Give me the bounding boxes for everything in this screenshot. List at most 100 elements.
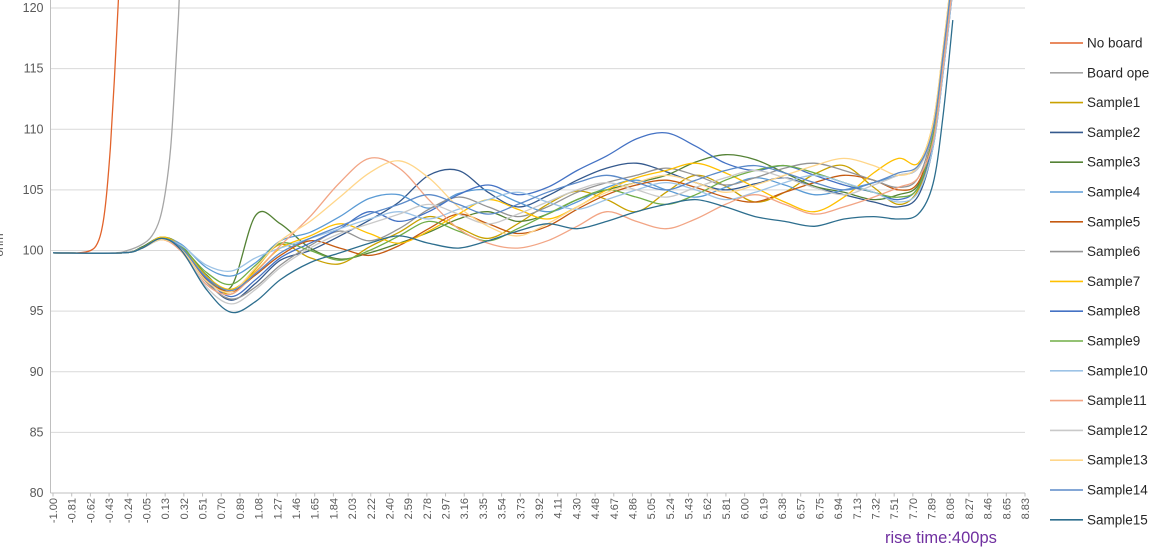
x-tick-label: 7.89 [927, 498, 939, 519]
y-tick-label: 105 [23, 183, 44, 197]
x-tick-label: 7.51 [889, 498, 901, 519]
legend-item-sample2[interactable]: Sample2 [1050, 125, 1140, 140]
legend-label: No board [1087, 36, 1143, 51]
legend-item-sample10[interactable]: Sample10 [1050, 363, 1148, 378]
x-tick-label: -0.05 [141, 498, 153, 523]
x-tick-label: 1.08 [254, 498, 266, 519]
x-tick-label: 6.57 [796, 498, 808, 519]
legend-label: Sample15 [1087, 512, 1148, 527]
y-axis-title: ohm [0, 233, 6, 256]
x-tick-label: 0.89 [235, 498, 247, 519]
x-tick-label: 7.32 [870, 498, 882, 519]
y-tick-label: 85 [30, 425, 44, 439]
series-line-sample15[interactable] [52, 20, 954, 314]
x-tick-label: 1.65 [310, 498, 322, 519]
x-tick-label: 5.43 [684, 498, 696, 519]
y-tick-label: 80 [30, 486, 44, 500]
x-tick-label: 5.81 [721, 498, 733, 519]
x-tick-label: 0.70 [216, 498, 228, 519]
series-line-sample5[interactable] [52, 0, 953, 293]
legend-label: Sample6 [1087, 244, 1140, 259]
legend-item-sample5[interactable]: Sample5 [1050, 214, 1140, 229]
legend-label: Sample1 [1087, 95, 1140, 110]
x-tick-label: 2.78 [422, 498, 434, 519]
x-tick-label: 1.84 [328, 498, 340, 519]
series-line-no-board[interactable] [52, 0, 122, 254]
x-tick-label: 1.46 [291, 498, 303, 519]
x-tick-label: 3.35 [478, 498, 490, 519]
x-tick-label: 6.00 [740, 498, 752, 519]
series-line-sample11[interactable] [52, 0, 953, 296]
legend-item-sample4[interactable]: Sample4 [1050, 185, 1141, 200]
legend-item-sample13[interactable]: Sample13 [1050, 453, 1148, 468]
legend-item-sample6[interactable]: Sample6 [1050, 244, 1140, 259]
x-tick-label: 8.83 [1020, 498, 1032, 519]
series-line-sample10[interactable] [52, 0, 953, 273]
x-tick-label: 6.75 [814, 498, 826, 519]
x-tick-label: 3.73 [515, 498, 527, 519]
legend-label: Sample9 [1087, 334, 1140, 349]
legend-item-sample7[interactable]: Sample7 [1050, 274, 1140, 289]
legend-label: Sample14 [1087, 483, 1148, 498]
x-tick-label: 2.59 [403, 498, 415, 519]
rise-time-annotation: rise time:400ps [885, 529, 997, 547]
series-line-sample14[interactable] [52, 0, 953, 292]
series-line-sample9[interactable] [52, 0, 953, 286]
y-tick-label: 115 [24, 62, 44, 76]
y-tick-label: 100 [23, 244, 44, 258]
legend-label: Sample4 [1087, 185, 1141, 200]
x-tick-label: 3.54 [497, 498, 509, 519]
x-tick-label: -0.43 [104, 498, 116, 523]
legend-item-board-ope[interactable]: Board ope [1050, 65, 1149, 80]
legend-item-sample12[interactable]: Sample12 [1050, 423, 1148, 438]
x-tick-label: 7.70 [908, 498, 920, 519]
x-tick-label: 1.27 [272, 498, 284, 519]
legend-item-sample3[interactable]: Sample3 [1050, 155, 1140, 170]
x-tick-label: 8.27 [964, 498, 976, 519]
series-line-sample7[interactable] [52, 0, 953, 290]
legend-label: Sample11 [1087, 393, 1147, 408]
x-tick-label: -0.24 [123, 498, 135, 523]
x-tick-label: -1.00 [48, 498, 60, 523]
x-tick-label: 5.05 [646, 498, 658, 519]
x-tick-label: -0.62 [85, 498, 97, 523]
legend-item-sample14[interactable]: Sample14 [1050, 483, 1148, 498]
series-line-sample13[interactable] [52, 0, 953, 293]
legend-label: Sample13 [1087, 453, 1148, 468]
x-tick-label: 4.11 [553, 498, 565, 519]
series-line-sample12[interactable] [52, 0, 953, 305]
x-tick-label: 2.22 [366, 498, 378, 519]
x-tick-label: 3.92 [534, 498, 546, 519]
x-tick-label: 6.38 [777, 498, 789, 519]
legend-label: Sample2 [1087, 125, 1140, 140]
x-tick-label: 6.19 [758, 498, 770, 519]
legend-item-no-board[interactable]: No board [1050, 36, 1143, 51]
legend-item-sample9[interactable]: Sample9 [1050, 334, 1140, 349]
legend-label: Sample10 [1087, 363, 1148, 378]
legend-item-sample8[interactable]: Sample8 [1050, 304, 1140, 319]
x-tick-label: 8.65 [1001, 498, 1013, 519]
x-tick-label: 4.48 [590, 498, 602, 519]
legend-item-sample11[interactable]: Sample11 [1050, 393, 1147, 408]
x-tick-label: -0.81 [67, 498, 79, 523]
x-tick-label: 5.24 [665, 498, 677, 519]
legend-label: Sample5 [1087, 214, 1140, 229]
x-tick-label: 8.08 [945, 498, 957, 519]
x-tick-label: 0.51 [198, 498, 210, 519]
x-tick-label: 4.86 [627, 498, 639, 519]
x-tick-label: 3.16 [459, 498, 471, 519]
series-line-board-ope[interactable] [52, 0, 182, 254]
legend-label: Sample12 [1087, 423, 1148, 438]
y-tick-label: 90 [30, 365, 44, 379]
legend-label: Sample8 [1087, 304, 1140, 319]
y-tick-label: 110 [24, 122, 44, 136]
x-tick-label: 4.30 [571, 498, 583, 519]
legend-item-sample15[interactable]: Sample15 [1050, 512, 1148, 527]
x-tick-label: 2.03 [347, 498, 359, 519]
series-line-sample4[interactable] [52, 0, 953, 277]
legend-label: Sample3 [1087, 155, 1140, 170]
x-tick-label: 0.32 [179, 498, 191, 519]
legend-item-sample1[interactable]: Sample1 [1050, 95, 1140, 110]
